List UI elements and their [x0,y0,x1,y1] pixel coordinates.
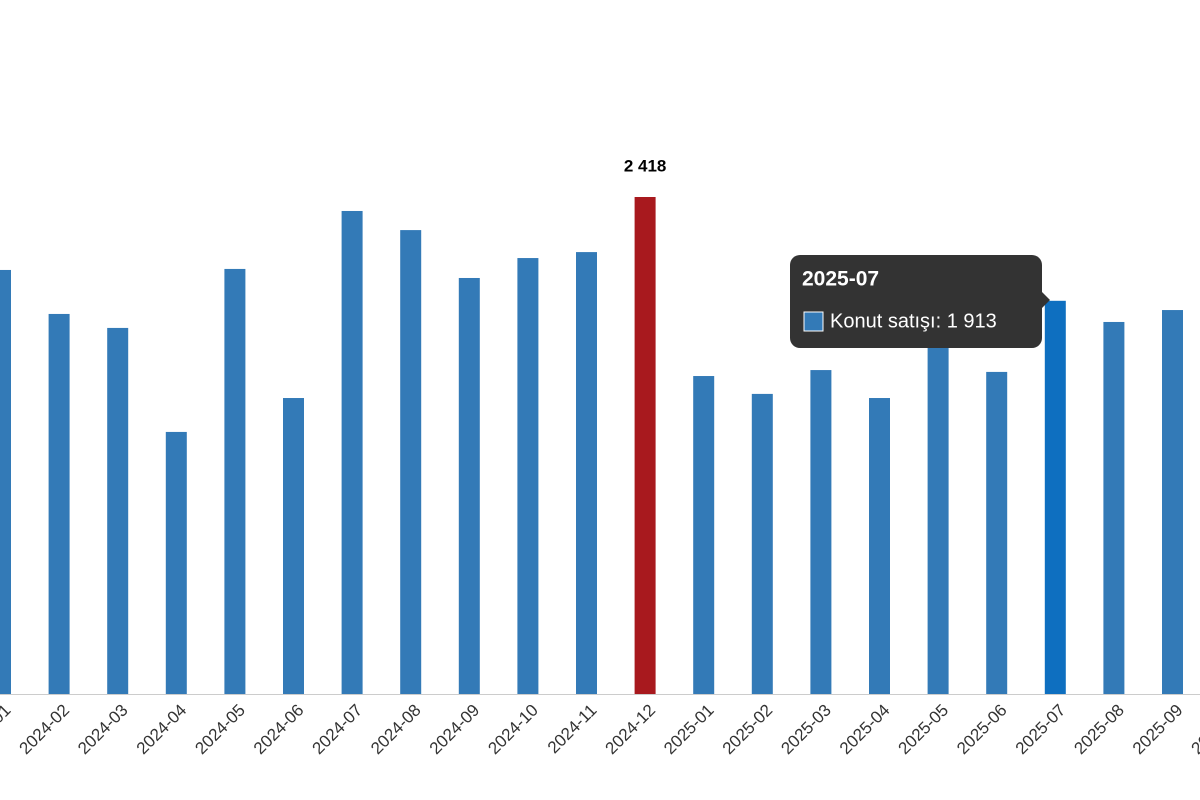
bar [517,258,539,694]
x-tick-label: 2025-02 [719,701,777,759]
x-tick-label: 2025-08 [1070,701,1128,759]
bar [48,313,70,694]
tooltip-text: Konut satışı: 1 913 [830,310,997,332]
tooltip-arrow [1041,291,1050,309]
x-tick-label: 2024-03 [74,701,132,759]
x-tick-label: 2024-02 [16,701,74,759]
x-tick-label: 2025-01 [660,701,718,759]
bar [341,210,363,694]
x-tick-label: 2025-05 [895,701,953,759]
x-tick-label: 2024-01 [0,701,14,759]
bar [693,376,715,694]
x-tick-label: 2024-05 [191,701,249,759]
x-tick-label: 2024-11 [544,701,601,758]
bar [107,327,129,694]
bar [0,269,11,694]
bar [1044,300,1066,694]
x-tick-label: 2024-10 [484,701,542,759]
x-tick-label: 2024-08 [367,701,425,759]
bar [576,252,597,694]
bar [1162,310,1183,694]
x-tick-label: 2025-10 [1188,701,1200,759]
tooltip: 2025-07 Konut satışı: 1 913 [790,255,1050,348]
bar [224,268,246,694]
x-tick-label: 2025-03 [777,701,835,759]
bar [986,371,1008,694]
bar [400,230,422,694]
bar [869,398,890,694]
bar [927,326,949,694]
x-tick-label: 2024-04 [133,701,191,759]
x-tick-label: 2024-12 [602,701,660,759]
x-tick-label: 2024-09 [426,701,484,759]
value-label: 2 418 [624,156,667,175]
bar [751,393,773,694]
tooltip-box [790,255,1042,348]
bar [165,431,187,694]
tooltip-swatch [803,311,824,332]
x-tick-label: 2024-06 [250,701,308,759]
x-tick-label: 2025-07 [1012,701,1070,759]
x-tick-label: 2025-04 [836,701,894,759]
bar [283,398,304,694]
x-tick-label: 2024-07 [309,701,367,759]
x-tick-label: 2025-09 [1129,701,1187,759]
bar [634,197,656,694]
tooltip-title: 2025-07 [802,268,879,291]
bar [1103,321,1125,694]
bar [810,370,832,694]
x-tick-label: 2025-06 [953,701,1011,759]
bar [458,277,480,694]
